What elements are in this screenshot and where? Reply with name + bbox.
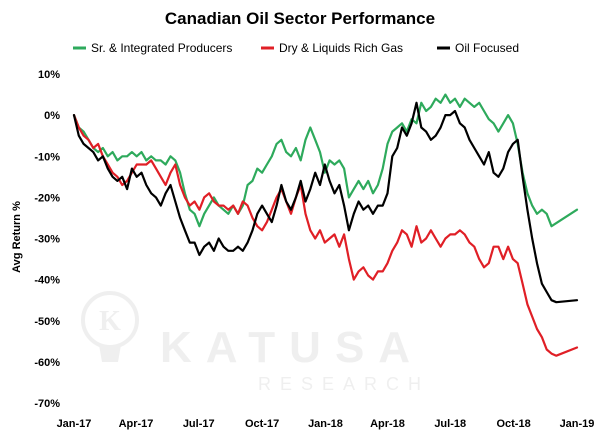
series-line-oil-focused [72, 101, 579, 304]
x-axis: Jan-17 Apr-17 Jul-17 Oct-17 Jan-18 Apr-18 Jul-… [57, 418, 595, 430]
x-tick-label: Oct-18 [496, 418, 530, 430]
y-tick-label: -30% [34, 234, 60, 246]
y-tick-label: -10% [34, 151, 60, 163]
watermark: K KATUSA RESEARCH [81, 291, 430, 394]
x-tick-label: Apr-17 [119, 418, 154, 430]
x-tick-label: Oct-17 [245, 418, 279, 430]
x-tick-label: Jan-18 [308, 418, 343, 430]
y-axis: 10% 0% -10% -20% -30% -40% -50% -60% -70% [34, 69, 60, 410]
y-tick-label: 10% [38, 69, 60, 81]
series-line-dry-liquids-rich-gas [72, 114, 579, 357]
y-tick-label: -50% [34, 316, 60, 328]
y-tick-label: -40% [34, 275, 60, 287]
legend-label-dry-liquids: Dry & Liquids Rich Gas [279, 41, 403, 55]
y-tick-label: -20% [34, 192, 60, 204]
x-tick-label: Jan-19 [560, 418, 595, 430]
legend-label-oil-focused: Oil Focused [455, 41, 519, 55]
bulb-logo-icon: K [81, 291, 139, 362]
chart-title: Canadian Oil Sector Performance [165, 9, 435, 28]
y-axis-label: Avg Return % [11, 201, 23, 273]
svg-text:K: K [99, 306, 121, 337]
y-tick-label: 0% [44, 110, 60, 122]
legend: Sr. & Integrated Producers Dry & Liquids… [73, 41, 519, 55]
watermark-word-2: RESEARCH [258, 374, 430, 394]
x-tick-label: Jul-18 [434, 418, 466, 430]
legend-label-sr-integrated: Sr. & Integrated Producers [91, 41, 232, 55]
watermark-word-1: KATUSA [160, 323, 424, 372]
y-tick-label: -70% [34, 398, 60, 410]
x-tick-label: Jan-17 [57, 418, 92, 430]
x-tick-label: Apr-18 [370, 418, 405, 430]
x-tick-label: Jul-17 [183, 418, 215, 430]
plot-area [72, 93, 579, 357]
y-tick-label: -60% [34, 357, 60, 369]
series-line-sr-integrated-producers [72, 93, 579, 228]
